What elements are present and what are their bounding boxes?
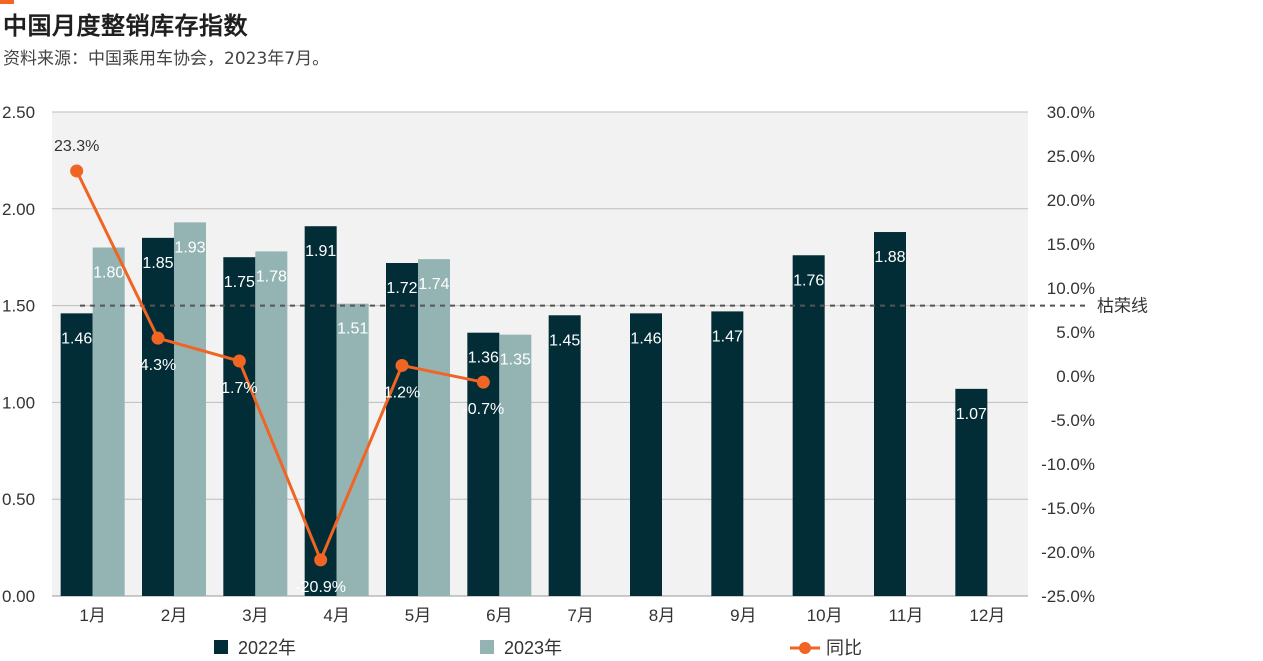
bar-2023-label: 1.35 [500,352,531,369]
yoy-label: -20.9% [295,579,346,596]
x-tick-label: 5月 [405,606,431,625]
bar-2023-label: 1.51 [337,321,368,338]
x-tick-label: 3月 [242,606,268,625]
legend-label-yoy: 同比 [826,638,862,658]
y-right-tick-label: 10.0% [1047,279,1095,298]
x-tick-label: 1月 [79,606,105,625]
threshold-label: 枯荣线 [1097,297,1148,316]
bar-2023 [255,251,288,596]
yoy-point [232,354,246,368]
bar-2022 [386,263,418,596]
y-right-tick-label: 20.0% [1047,191,1095,210]
bar-2022-label: 1.75 [224,274,255,291]
y-right-tick-label: 25.0% [1047,147,1095,166]
bar-2022 [142,237,174,596]
y-left-tick-label: 2.00 [2,200,35,219]
legend-swatch-2023 [480,640,494,654]
y-right-tick-label: -15.0% [1041,499,1095,518]
bar-2022-label: 1.85 [142,255,173,272]
y-right-tick-label: -5.0% [1051,411,1095,430]
x-tick-label: 12月 [969,606,1005,625]
bar-2022-label: 1.46 [630,330,661,347]
bar-2022 [874,232,906,597]
bar-2023 [336,303,369,596]
yoy-point [476,375,490,389]
bar-2023-label: 1.74 [418,276,449,293]
yoy-point [151,331,165,345]
bar-2022 [60,313,93,596]
y-left-tick-label: 1.00 [2,393,35,412]
bar-2022 [955,388,988,596]
y-left-tick-label: 1.50 [2,297,35,316]
yoy-label: 23.3% [54,138,99,155]
bar-2023-label: 1.93 [174,239,205,256]
chart-title: 中国月度整销库存指数 [3,12,248,40]
bar-2022-label: 1.45 [549,332,580,349]
y-right-tick-label: -10.0% [1041,455,1095,474]
bar-2023 [418,259,450,596]
y-left-tick-label: 0.50 [2,490,35,509]
bar-2022-label: 1.46 [61,330,92,347]
yoy-point [314,553,328,567]
yoy-label: 4.3% [140,357,176,374]
y-right-tick-label: 30.0% [1047,103,1095,122]
yoy-label: 1.7% [221,380,257,397]
yoy-point [395,358,409,372]
yoy-label: 1.2% [384,384,420,401]
chart-subtitle: 资料来源：中国乘用车协会，2023年7月。 [3,49,330,69]
y-left-tick-label: 0.00 [2,587,35,606]
bar-2023-label: 1.78 [256,268,287,285]
x-tick-label: 10月 [807,606,843,625]
x-tick-label: 2月 [161,606,187,625]
y-right-tick-label: 0.0% [1056,367,1095,386]
y-right-tick-label: -25.0% [1041,587,1095,606]
accent-bar [0,0,14,4]
bar-2022 [304,226,337,596]
legend-label-2023: 2023年 [504,638,562,658]
yoy-line [75,170,484,564]
bar-2022-label: 1.72 [386,280,417,297]
bar-2022-label: 1.47 [712,328,743,345]
bar-2022 [223,257,256,596]
bar-2022-label: 1.91 [305,243,336,260]
bar-2022 [630,313,662,596]
bar-2023-label: 1.80 [93,265,124,282]
bar-2022 [548,315,581,596]
x-tick-label: 4月 [323,606,349,625]
x-tick-label: 11月 [889,606,924,625]
x-tick-label: 9月 [730,606,756,625]
y-right-tick-label: 15.0% [1047,235,1095,254]
x-tick-label: 6月 [486,606,512,625]
bar-2022-label: 1.76 [793,272,824,289]
bar-2022-label: 1.88 [874,249,905,266]
x-tick-label: 7月 [567,606,593,625]
y-left-tick-label: 2.50 [2,103,35,122]
bar-2023 [92,247,125,596]
legend-marker-yoy [799,642,811,654]
bar-2023 [499,334,532,596]
bar-2022 [792,255,825,596]
y-right-tick-label: -20.0% [1041,543,1095,562]
yoy-label: -0.7% [462,401,504,418]
bar-2022-label: 1.36 [468,350,499,367]
bar-2022 [467,332,500,596]
x-tick-label: 8月 [649,606,675,625]
y-right-tick-label: 5.0% [1056,323,1095,342]
bar-2022 [711,311,744,596]
legend-label-2022: 2022年 [238,638,296,658]
yoy-point [70,164,84,178]
bar-2023 [174,222,206,597]
legend-swatch-2022 [214,640,228,654]
bar-2022-label: 1.07 [956,406,987,423]
